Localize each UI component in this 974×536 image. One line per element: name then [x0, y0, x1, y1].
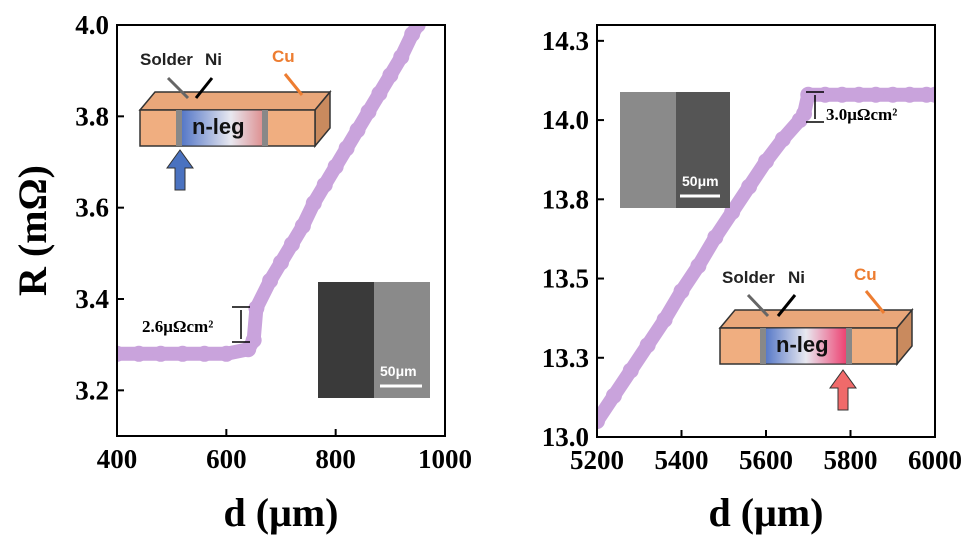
- point: [306, 195, 322, 211]
- y-tick-label: 13.8: [542, 184, 589, 214]
- x-axis-label: d (μm): [224, 490, 339, 535]
- point: [328, 159, 344, 175]
- point: [350, 122, 366, 138]
- y-tick-label: 3.8: [75, 101, 109, 131]
- point: [775, 131, 791, 147]
- point: [360, 104, 376, 120]
- inset-label: Cu: [272, 47, 295, 66]
- point: [393, 49, 409, 65]
- point: [623, 362, 639, 378]
- x-tick-label: 5400: [655, 445, 709, 475]
- point: [131, 346, 147, 362]
- inset-label: Ni: [788, 268, 805, 287]
- x-tick-label: 6000: [908, 445, 962, 475]
- point: [262, 273, 278, 289]
- scale-bar: 50μm: [682, 173, 719, 189]
- x-tick-label: 5800: [824, 445, 878, 475]
- y-tick-label: 3.6: [75, 193, 109, 223]
- x-tick-label: 600: [206, 444, 247, 474]
- x-tick-label: 400: [97, 444, 138, 474]
- point: [758, 153, 774, 169]
- point: [885, 87, 901, 103]
- x-tick-label: 5200: [570, 445, 624, 475]
- figure: 3.2 3.4 3.6 3.8 4.0 400 600 800 1000 d (μm) R (mΩ)…: [0, 0, 974, 536]
- annotation: 2.6μΩcm²: [142, 317, 213, 336]
- y-tick-label: 3.2: [75, 375, 109, 405]
- point: [371, 86, 387, 102]
- scale-bar: 50μm: [380, 363, 417, 379]
- schematic: Solder Ni Cu n-leg: [140, 47, 330, 190]
- inset-label: Solder: [722, 268, 775, 287]
- point: [741, 179, 757, 195]
- point: [640, 337, 656, 353]
- point: [851, 87, 867, 103]
- point: [246, 332, 262, 348]
- inset-label: Ni: [205, 50, 222, 69]
- point: [707, 229, 723, 245]
- inset-label: n-leg: [192, 114, 245, 139]
- x-axis-label: d (μm): [709, 490, 824, 535]
- point: [284, 236, 300, 252]
- point: [674, 283, 690, 299]
- sem-image: 50μm: [620, 92, 730, 208]
- point: [273, 254, 289, 270]
- inset-label: Solder: [140, 50, 193, 69]
- y-axis-label: R (mΩ): [10, 165, 55, 296]
- y-tick-label: 14.0: [542, 105, 589, 135]
- point: [175, 346, 191, 362]
- point: [339, 140, 355, 156]
- inset-label: n-leg: [776, 332, 829, 357]
- schematic: Solder Ni Cu n-leg: [720, 265, 912, 410]
- y-tick-label: 4.0: [75, 10, 109, 40]
- point: [657, 312, 673, 328]
- y-tick-label: 13.3: [542, 343, 589, 373]
- panel: 3.2 3.4 3.6 3.8 4.0 400 600 800 1000 d (μm) R (mΩ): [10, 10, 472, 535]
- point: [800, 87, 816, 103]
- point: [606, 388, 622, 404]
- sem-image: 50μm: [318, 282, 430, 398]
- point: [317, 177, 333, 193]
- point: [196, 346, 212, 362]
- inset-label: Cu: [854, 265, 877, 284]
- y-tick-label: 13.5: [542, 264, 589, 294]
- point: [382, 67, 398, 83]
- point: [902, 87, 918, 103]
- x-tick-label: 1000: [418, 444, 472, 474]
- point: [153, 346, 169, 362]
- x-tick-label: 5600: [739, 445, 793, 475]
- y-tick-label: 14.3: [542, 26, 589, 56]
- point: [796, 106, 812, 122]
- point: [834, 87, 850, 103]
- point: [690, 258, 706, 274]
- point: [817, 87, 833, 103]
- point: [295, 218, 311, 234]
- point: [218, 346, 234, 362]
- point: [868, 87, 884, 103]
- point: [248, 300, 264, 316]
- y-tick-label: 3.4: [75, 284, 109, 314]
- x-tick-label: 800: [315, 444, 356, 474]
- annotation: 3.0μΩcm²: [826, 105, 897, 124]
- frame: [597, 25, 935, 437]
